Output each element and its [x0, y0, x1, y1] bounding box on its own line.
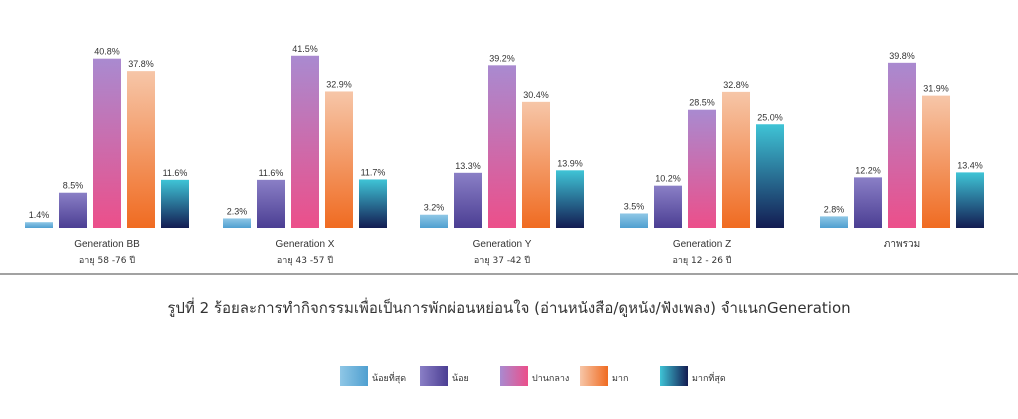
data-label-3-1: 3.2% — [424, 203, 445, 213]
category-sublabel-3: อายุ 37 -42 ปี — [474, 255, 530, 266]
bar-5-2 — [854, 177, 882, 228]
data-label-4-1: 3.5% — [624, 201, 645, 211]
data-label-1-3: 40.8% — [94, 47, 120, 57]
data-label-2-5: 11.7% — [361, 167, 386, 177]
bar-5-4 — [922, 95, 950, 229]
bar-1-2 — [59, 192, 87, 228]
bar-4-4 — [722, 91, 750, 228]
bar-4-3 — [688, 109, 716, 228]
data-label-3-4: 30.4% — [523, 90, 549, 100]
bar-3-5 — [556, 170, 584, 228]
category-labels: Generation BB อายุ 58 -76 ปี Generation X อ… — [74, 239, 920, 266]
bar-2-3 — [291, 55, 319, 229]
data-label-5-5: 13.4% — [957, 160, 983, 170]
legend-swatch-1 — [340, 366, 368, 386]
legend: น้อยที่สุด น้อย ปานกลาง มาก มากที่สุด — [0, 366, 1018, 388]
bar-chart: 1.4% 8.5% 40.8% 37.8% 11.6% 2.3% 11.6% 41.5% 32.… — [0, 44, 1018, 275]
bar-1-1 — [25, 222, 53, 228]
data-label-1-2: 8.5% — [63, 181, 84, 191]
data-labels: 1.4% 8.5% 40.8% 37.8% 11.6% 2.3% 11.6% 41.5% 32.… — [29, 44, 983, 220]
legend-swatch-2 — [420, 366, 448, 386]
data-label-1-1: 1.4% — [29, 210, 50, 220]
data-label-5-4: 31.9% — [923, 84, 949, 94]
data-label-1-5: 11.6% — [163, 168, 188, 178]
bar-2-4 — [325, 91, 353, 228]
data-label-4-4: 32.8% — [723, 80, 749, 90]
bar-1-3 — [93, 58, 121, 229]
legend-label-2: น้อย — [452, 374, 469, 384]
data-label-5-1: 2.8% — [824, 204, 845, 214]
bars — [25, 55, 984, 229]
data-label-4-5: 25.0% — [757, 112, 783, 122]
category-label-3: Generation Y — [473, 239, 532, 250]
bar-4-5 — [756, 124, 784, 228]
data-label-3-5: 13.9% — [557, 158, 583, 168]
bar-5-1 — [820, 216, 848, 228]
bar-3-2 — [454, 172, 482, 228]
category-sublabel-2: อายุ 43 -57 ปี — [277, 255, 333, 266]
data-label-1-4: 37.8% — [128, 59, 154, 69]
data-label-3-3: 39.2% — [489, 53, 515, 63]
data-label-4-3: 28.5% — [689, 98, 715, 108]
data-label-2-3: 41.5% — [292, 44, 318, 54]
data-label-5-2: 12.2% — [855, 165, 881, 175]
data-label-3-2: 13.3% — [455, 161, 481, 171]
legend-label-1: น้อยที่สุด — [372, 374, 407, 384]
legend-label-3: ปานกลาง — [532, 374, 570, 384]
bar-1-4 — [127, 71, 155, 228]
legend-swatch-4 — [580, 366, 608, 386]
figure-caption: รูปที่ 2 ร้อยละการทำกิจกรรมเพื่อเป็นการพ… — [167, 299, 851, 317]
bar-3-4 — [522, 101, 550, 228]
bar-3-3 — [488, 65, 516, 228]
legend-label-5: มากที่สุด — [692, 374, 726, 384]
category-label-1: Generation BB — [74, 239, 140, 250]
data-label-2-4: 32.9% — [326, 79, 352, 89]
data-label-5-3: 39.8% — [889, 51, 915, 61]
bar-2-5 — [359, 179, 387, 228]
legend-swatch-5 — [660, 366, 688, 386]
bar-1-5 — [161, 179, 189, 228]
category-sublabel-4: อายุ 12 - 26 ปี — [672, 255, 731, 266]
bar-4-1 — [620, 213, 648, 228]
category-label-4: Generation Z — [673, 239, 731, 250]
data-label-4-2: 10.2% — [655, 174, 681, 184]
bar-2-1 — [223, 218, 251, 228]
category-label-2: Generation X — [276, 239, 335, 250]
bar-2-2 — [257, 179, 285, 228]
category-sublabel-1: อายุ 58 -76 ปี — [79, 255, 135, 266]
legend-swatch-3 — [500, 366, 528, 386]
bar-3-1 — [420, 214, 448, 228]
data-label-2-2: 11.6% — [259, 168, 284, 178]
bar-5-5 — [956, 172, 984, 228]
bar-5-3 — [888, 62, 916, 228]
bar-4-2 — [654, 185, 682, 228]
legend-label-4: มาก — [612, 374, 629, 384]
data-label-2-1: 2.3% — [227, 206, 248, 216]
category-label-5: ภาพรวม — [884, 239, 920, 250]
